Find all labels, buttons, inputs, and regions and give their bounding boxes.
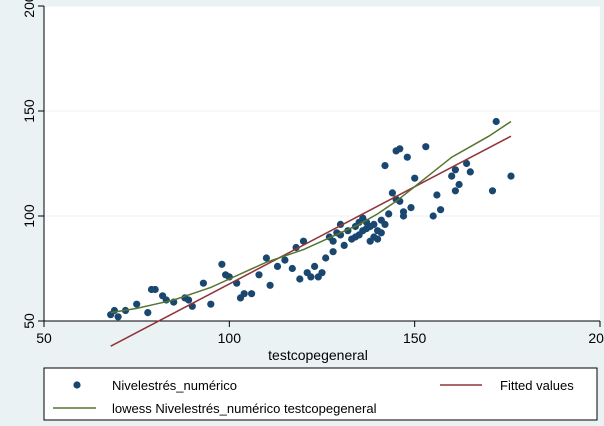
scatter-point-2	[114, 313, 122, 321]
x-tick-label-2: 150	[403, 330, 427, 346]
scatter-point-84	[463, 159, 471, 168]
scatter-point-12	[185, 296, 193, 304]
axes: 50 100 150 200 50 100 150 200	[21, 0, 604, 346]
scatter-point-61	[377, 229, 385, 237]
scatter-point-28	[288, 264, 296, 273]
x-axis-title: testcopegeneral	[268, 347, 368, 363]
x-tick-label-1: 100	[218, 330, 242, 346]
scatter-point-39	[329, 248, 337, 256]
scatter-point-5	[144, 309, 152, 317]
scatter-point-59	[374, 235, 382, 243]
scatter-point-75	[411, 174, 419, 182]
scatter-point-24	[262, 254, 270, 262]
scatter-point-88	[507, 172, 515, 180]
fitted-values-line	[110, 135, 512, 347]
scatter-point-77	[429, 212, 437, 220]
scatter-point-78	[433, 191, 441, 199]
scatter-point-86	[488, 187, 497, 195]
scatter-point-73	[403, 153, 411, 161]
scatter-point-72	[399, 212, 408, 220]
scatter-point-4	[133, 300, 141, 308]
legend-box	[43, 367, 598, 421]
x-tick-label-0: 50	[36, 330, 52, 346]
scatter-point-76	[422, 143, 430, 151]
scatter-point-30	[296, 275, 304, 283]
scatter-point-80	[448, 172, 456, 180]
scatter-point-64	[381, 162, 389, 170]
y-tick-label-2: 150	[21, 99, 37, 123]
scatter-point-69	[396, 145, 404, 153]
scatter-point-27	[281, 256, 289, 264]
scatter-point-21	[240, 290, 248, 298]
scatter-point-83	[455, 180, 463, 189]
scatter-point-23	[255, 271, 263, 279]
scatter-point-31	[299, 237, 308, 245]
scatter-point-44	[340, 241, 348, 249]
series-layer	[107, 117, 515, 347]
scatter-point-37	[322, 254, 330, 262]
scatter-point-74	[407, 204, 415, 212]
scatter-point-79	[437, 206, 445, 214]
scatter-point-33	[307, 273, 315, 281]
scatter-point-82	[451, 187, 459, 195]
legend-marker-scatter	[73, 381, 81, 389]
scatter-point-40	[329, 237, 337, 245]
legend-label-fitted: Fitted values	[500, 378, 574, 393]
scatter-point-16	[218, 260, 226, 268]
scatter-point-85	[466, 168, 474, 176]
x-tick-label-3: 200	[588, 330, 604, 346]
scatter-point-7	[151, 285, 159, 294]
scatter-point-63	[381, 220, 389, 228]
y-tick-label-1: 100	[21, 204, 37, 228]
legend: Nivelestrés_numérico Fitted values lowes…	[43, 367, 598, 421]
scatter-point-58	[370, 220, 378, 228]
plot-area	[44, 6, 600, 321]
scatter-point-87	[492, 117, 500, 126]
scatter-point-26	[273, 262, 282, 270]
scatter-point-14	[199, 279, 207, 287]
y-tick-label-0: 50	[21, 313, 37, 329]
scatter-point-66	[388, 189, 396, 197]
y-tick-label-3: 200	[21, 0, 37, 18]
legend-label-lowess: lowess Nivelestrés_numérico testcopegene…	[112, 401, 377, 416]
scatter-point-65	[385, 210, 393, 218]
scatter-point-15	[207, 300, 215, 308]
scatter-point-25	[266, 281, 274, 289]
legend-label-scatter: Nivelestrés_numérico	[112, 378, 237, 393]
scatter-point-36	[318, 269, 326, 277]
scatter-point-22	[248, 290, 256, 298]
scatter-point-34	[311, 262, 319, 270]
scatter-point-81	[451, 166, 459, 174]
lowess-line	[110, 120, 512, 314]
